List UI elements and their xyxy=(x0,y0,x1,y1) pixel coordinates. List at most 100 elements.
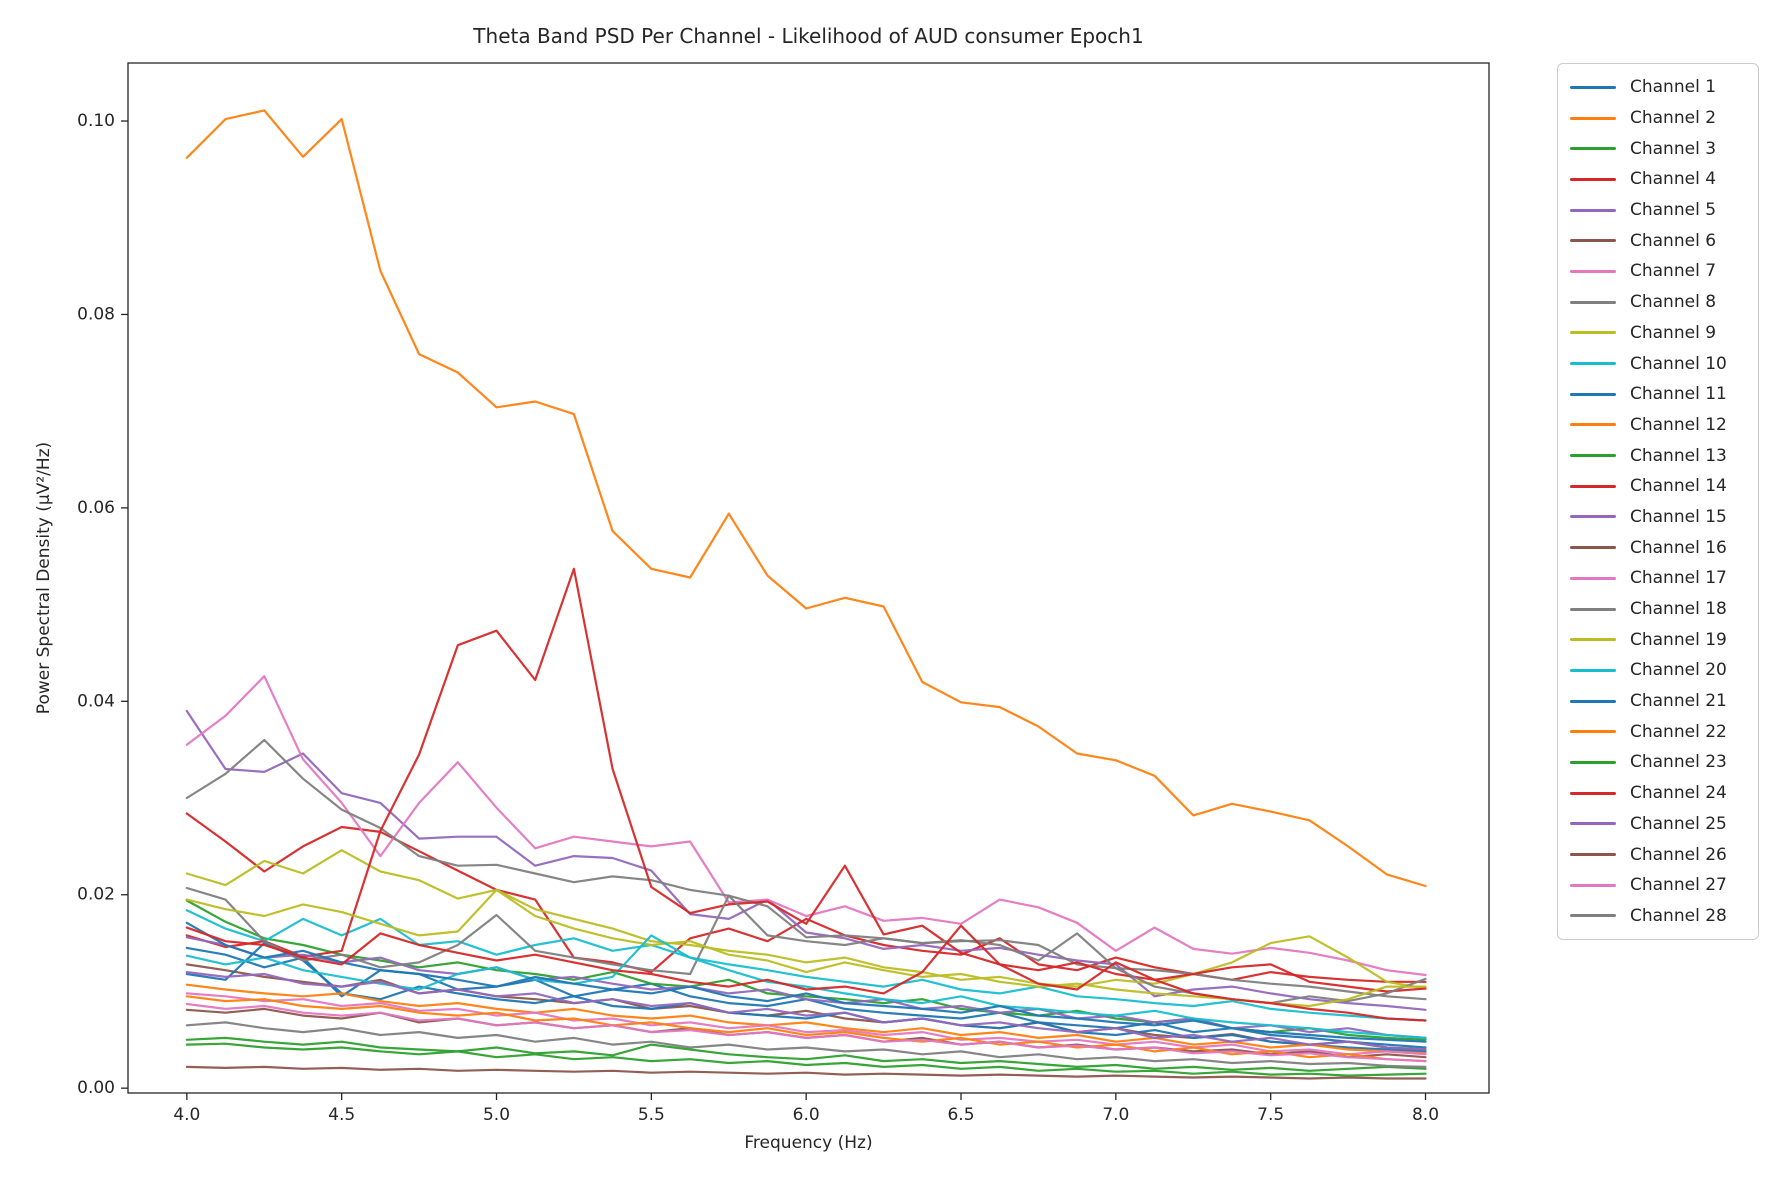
legend-item-channel-4: Channel 4 xyxy=(1570,164,1748,195)
legend-item-channel-22: Channel 22 xyxy=(1570,716,1748,747)
legend-label: Channel 13 xyxy=(1630,445,1727,466)
legend-line-swatch xyxy=(1570,699,1616,703)
legend-line-swatch xyxy=(1570,331,1616,335)
legend-label: Channel 19 xyxy=(1630,629,1727,650)
series-line-channel-12 xyxy=(185,983,1427,1055)
legend-line-swatch xyxy=(1570,791,1616,795)
legend-label: Channel 3 xyxy=(1630,138,1717,159)
y-tick-label: 0.06 xyxy=(77,498,115,518)
legend-item-channel-11: Channel 11 xyxy=(1570,379,1748,410)
legend-line-swatch xyxy=(1570,638,1616,642)
legend-line-swatch xyxy=(1570,822,1616,826)
legend-label: Channel 22 xyxy=(1630,721,1727,742)
legend-label: Channel 5 xyxy=(1630,200,1717,221)
x-tick-label: 4.5 xyxy=(328,1105,355,1125)
legend-label: Channel 26 xyxy=(1630,844,1727,865)
legend-line-swatch xyxy=(1570,423,1616,427)
legend-label: Channel 1 xyxy=(1630,77,1717,98)
legend-label: Channel 4 xyxy=(1630,169,1717,190)
legend-line-swatch xyxy=(1570,576,1616,580)
legend-label: Channel 10 xyxy=(1630,353,1727,374)
series-line-channel-23 xyxy=(185,1042,1427,1077)
series-line-channel-26 xyxy=(185,1065,1427,1080)
series-line-channel-14 xyxy=(185,567,1427,993)
x-tick-label: 4.0 xyxy=(173,1105,200,1125)
y-tick-label: 0.10 xyxy=(77,111,115,131)
series-line-channel-2 xyxy=(185,109,1427,888)
legend-item-channel-15: Channel 15 xyxy=(1570,502,1748,533)
legend-item-channel-24: Channel 24 xyxy=(1570,778,1748,809)
legend-line-swatch xyxy=(1570,607,1616,611)
series-line-channel-5 xyxy=(185,709,1427,1011)
legend-item-channel-14: Channel 14 xyxy=(1570,471,1748,502)
legend-label: Channel 23 xyxy=(1630,752,1727,773)
series-line-channel-8 xyxy=(185,738,1427,1001)
x-tick-label: 6.5 xyxy=(947,1105,974,1125)
legend-line-swatch xyxy=(1570,760,1616,764)
legend-label: Channel 11 xyxy=(1630,384,1727,405)
legend-line-swatch xyxy=(1570,883,1616,887)
legend-label: Channel 15 xyxy=(1630,506,1727,527)
legend-item-channel-2: Channel 2 xyxy=(1570,103,1748,134)
x-tick-label: 8.0 xyxy=(1412,1105,1439,1125)
legend-item-channel-26: Channel 26 xyxy=(1570,839,1748,870)
legend-item-channel-5: Channel 5 xyxy=(1570,195,1748,226)
legend-item-channel-16: Channel 16 xyxy=(1570,532,1748,563)
legend-label: Channel 25 xyxy=(1630,813,1727,834)
x-tick-label: 7.5 xyxy=(1257,1105,1284,1125)
legend-item-channel-17: Channel 17 xyxy=(1570,563,1748,594)
series-line-channel-27 xyxy=(185,1002,1427,1063)
x-tick-label: 6.0 xyxy=(793,1105,820,1125)
legend-line-swatch xyxy=(1570,362,1616,366)
legend-line-swatch xyxy=(1570,147,1616,151)
legend-item-channel-8: Channel 8 xyxy=(1570,287,1748,318)
legend-line-swatch xyxy=(1570,177,1616,181)
x-tick-label: 5.0 xyxy=(483,1105,510,1125)
legend-item-channel-12: Channel 12 xyxy=(1570,410,1748,441)
legend-label: Channel 6 xyxy=(1630,230,1717,251)
legend-item-channel-27: Channel 27 xyxy=(1570,870,1748,901)
legend-line-swatch xyxy=(1570,116,1616,120)
legend-label: Channel 14 xyxy=(1630,476,1727,497)
series-line-channel-4 xyxy=(185,812,1427,983)
legend-item-channel-20: Channel 20 xyxy=(1570,655,1748,686)
legend-item-channel-7: Channel 7 xyxy=(1570,256,1748,287)
series-line-channel-28 xyxy=(185,1021,1427,1069)
x-tick-label: 5.5 xyxy=(638,1105,665,1125)
legend-label: Channel 9 xyxy=(1630,322,1717,343)
legend-label: Channel 20 xyxy=(1630,660,1727,681)
series-line-channel-17 xyxy=(185,992,1427,1056)
legend-line-swatch xyxy=(1570,914,1616,918)
legend: Channel 1 Channel 2 Channel 3 Channel 4 Chan… xyxy=(1557,63,1759,941)
legend-item-channel-25: Channel 25 xyxy=(1570,809,1748,840)
legend-item-channel-21: Channel 21 xyxy=(1570,686,1748,717)
legend-line-swatch xyxy=(1570,392,1616,396)
y-tick-label: 0.04 xyxy=(77,691,115,711)
legend-item-channel-28: Channel 28 xyxy=(1570,901,1748,932)
legend-line-swatch xyxy=(1570,85,1616,89)
legend-label: Channel 27 xyxy=(1630,875,1727,896)
chart-title: Theta Band PSD Per Channel - Likelihood … xyxy=(473,24,1144,48)
legend-item-channel-10: Channel 10 xyxy=(1570,348,1748,379)
legend-label: Channel 21 xyxy=(1630,691,1727,712)
legend-line-swatch xyxy=(1570,208,1616,212)
legend-label: Channel 18 xyxy=(1630,599,1727,620)
series-line-channel-21 xyxy=(185,921,1427,1043)
series-line-channel-9 xyxy=(185,849,1427,990)
legend-item-channel-6: Channel 6 xyxy=(1570,225,1748,256)
legend-label: Channel 28 xyxy=(1630,905,1727,926)
axes-frame xyxy=(127,62,1490,1094)
x-axis-label: Frequency (Hz) xyxy=(744,1133,873,1153)
legend-line-swatch xyxy=(1570,546,1616,550)
legend-line-swatch xyxy=(1570,300,1616,304)
legend-label: Channel 24 xyxy=(1630,783,1727,804)
legend-label: Channel 16 xyxy=(1630,537,1727,558)
series-line-channel-25 xyxy=(185,970,1427,1051)
legend-item-channel-9: Channel 9 xyxy=(1570,318,1748,349)
y-axis-label: Power Spectral Density (μV²/Hz) xyxy=(34,441,54,715)
legend-line-swatch xyxy=(1570,853,1616,857)
legend-label: Channel 17 xyxy=(1630,568,1727,589)
legend-line-swatch xyxy=(1570,668,1616,672)
legend-line-swatch xyxy=(1570,269,1616,273)
